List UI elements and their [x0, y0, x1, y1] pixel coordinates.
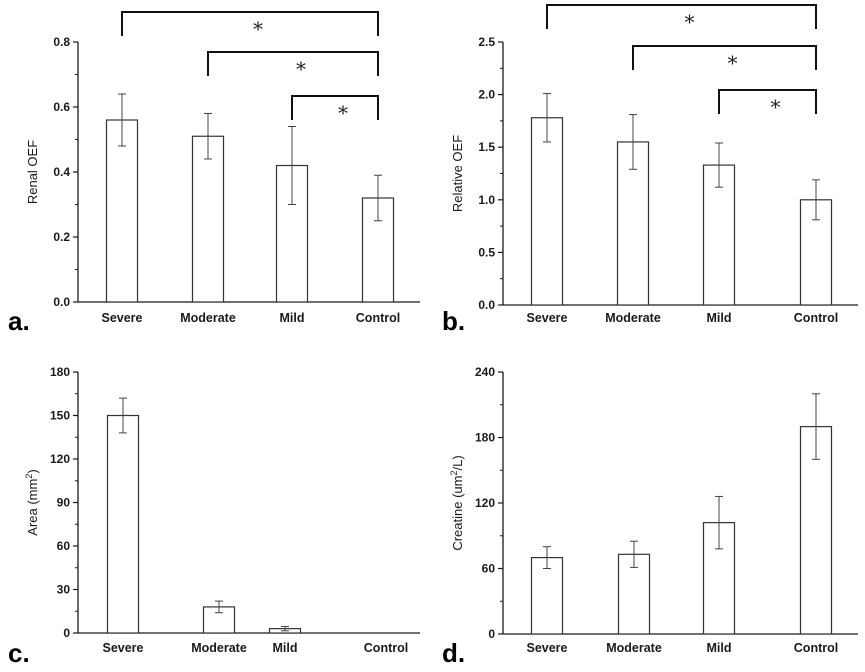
bar-moderate: [191, 135, 225, 303]
x-tick-label: Moderate: [606, 641, 662, 655]
significance-bracket: [546, 4, 817, 29]
panel-letter: a.: [8, 306, 30, 336]
y-tick-label: 60: [482, 562, 496, 576]
x-tick-label: Control: [794, 641, 838, 655]
bar-control: [799, 425, 833, 635]
x-tick-label: Mild: [280, 311, 305, 325]
x-tick-label: Severe: [526, 311, 567, 325]
x-tick-label: Control: [364, 641, 408, 655]
significance-star: *: [338, 101, 348, 125]
significance-bracket: [718, 89, 817, 114]
y-tick-label: 2.0: [478, 88, 495, 102]
y-tick-label: 0: [63, 626, 70, 640]
y-tick-label: 1.5: [478, 140, 495, 154]
y-tick-label: 120: [475, 496, 495, 510]
bar-severe: [105, 119, 139, 303]
bar-mild: [702, 164, 736, 306]
significance-star: *: [728, 51, 738, 75]
y-axis-title: Creatine (um2/L): [449, 455, 465, 550]
y-tick-label: 150: [50, 409, 70, 423]
y-tick-label: 30: [57, 583, 71, 597]
panel-letter: b.: [442, 306, 465, 336]
y-tick-label: 0.8: [53, 35, 70, 49]
x-tick-label: Mild: [707, 641, 732, 655]
significance-bracket: [207, 51, 379, 76]
significance-bracket: [632, 45, 817, 70]
significance-star: *: [296, 57, 306, 81]
y-tick-label: 0.2: [53, 230, 70, 244]
panel-letter: c.: [8, 638, 30, 668]
chart-panel-b: 0.0 0.5 1.0 1.5 2.0 2.5 Severe Moderate Mild Cont…: [442, 4, 858, 336]
significance-bracket: [121, 11, 379, 36]
y-tick-label: 0: [488, 627, 495, 641]
y-tick-label: 240: [475, 365, 495, 379]
y-tick-label: 180: [50, 365, 70, 379]
significance-bracket: [291, 95, 379, 120]
chart-panel-c: 0 30 60 90 120 150 180 Severe Moderate Mild Contro…: [8, 365, 420, 668]
x-tick-label: Mild: [273, 641, 298, 655]
x-tick-label: Moderate: [191, 641, 247, 655]
significance-star: *: [771, 95, 781, 119]
significance-star: *: [685, 10, 695, 34]
x-tick-label: Severe: [101, 311, 142, 325]
x-tick-label: Mild: [707, 311, 732, 325]
y-tick-label: 180: [475, 431, 495, 445]
y-tick-label: 2.5: [478, 35, 495, 49]
y-tick-label: 0.4: [53, 165, 70, 179]
x-tick-label: Moderate: [180, 311, 236, 325]
chart-panel-d: 0 60 120 180 240 Severe Moderate Mild Control Cre…: [442, 365, 858, 668]
y-tick-label: 60: [57, 539, 71, 553]
panel-letter: d.: [442, 638, 465, 668]
bar-severe: [530, 117, 564, 306]
y-tick-label: 120: [50, 452, 70, 466]
y-tick-label: 0.0: [478, 298, 495, 312]
x-tick-label: Control: [794, 311, 838, 325]
y-tick-label: 0.5: [478, 245, 495, 259]
chart-panel-a: 0.0 0.2 0.4 0.6 0.8 Severe Moderate Mild Control…: [8, 11, 420, 336]
x-tick-label: Severe: [526, 641, 567, 655]
y-tick-label: 1.0: [478, 193, 495, 207]
y-tick-label: 0.0: [53, 295, 70, 309]
y-axis-title: Area (mm2): [24, 469, 40, 535]
x-tick-label: Severe: [102, 641, 143, 655]
x-tick-label: Control: [356, 311, 400, 325]
bar-severe: [530, 556, 564, 635]
y-tick-label: 90: [57, 496, 71, 510]
y-axis-title: Renal OEF: [25, 140, 40, 204]
bar-severe: [106, 414, 140, 634]
x-tick-label: Moderate: [605, 311, 661, 325]
y-tick-label: 0.6: [53, 100, 70, 114]
significance-star: *: [253, 17, 263, 41]
y-axis-title: Relative OEF: [450, 135, 465, 212]
